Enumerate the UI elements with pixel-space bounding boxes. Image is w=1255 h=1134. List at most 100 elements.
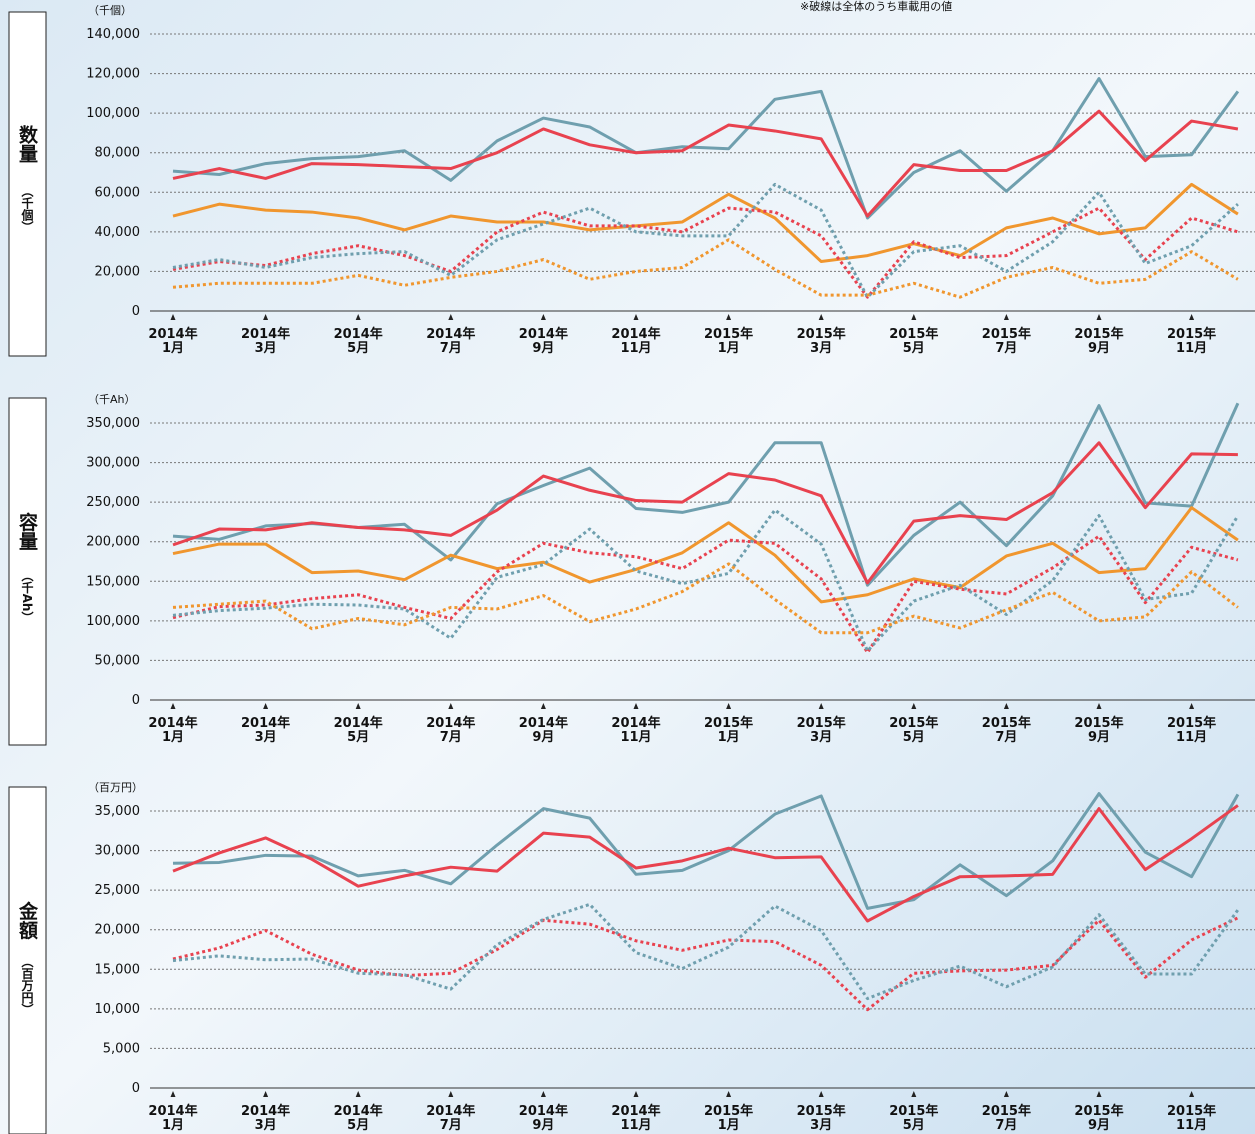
y-tick-label: 50,000 bbox=[95, 653, 141, 668]
x-tick-label-year: 2015年 bbox=[889, 326, 938, 342]
y-axis-label: （百万円） bbox=[88, 781, 143, 794]
x-tick-label-month: 5月 bbox=[347, 341, 369, 356]
x-tick-label-year: 2015年 bbox=[1074, 326, 1123, 342]
x-tick-label-year: 2014年 bbox=[241, 1103, 290, 1119]
y-tick-label: 140,000 bbox=[86, 27, 140, 42]
x-tick-label-month: 5月 bbox=[903, 730, 925, 745]
x-tick-label-year: 2014年 bbox=[519, 1103, 568, 1119]
x-tick-label-year: 2015年 bbox=[797, 326, 846, 342]
y-tick-label: 20,000 bbox=[95, 923, 141, 938]
x-tick-label-month: 11月 bbox=[1176, 1118, 1207, 1133]
x-tick-label-month: 7月 bbox=[995, 341, 1017, 356]
y-tick-label: 80,000 bbox=[95, 146, 141, 161]
x-tick-label-month: 7月 bbox=[995, 1118, 1017, 1133]
y-tick-label: 30,000 bbox=[95, 844, 141, 859]
x-tick-label-month: 7月 bbox=[440, 341, 462, 356]
x-tick-label-year: 2014年 bbox=[148, 326, 197, 342]
x-tick-label-year: 2014年 bbox=[519, 715, 568, 731]
y-tick-label: 35,000 bbox=[95, 804, 141, 819]
x-tick-label-year: 2015年 bbox=[1167, 326, 1216, 342]
x-tick-label-month: 7月 bbox=[995, 730, 1017, 745]
x-tick-label-month: 3月 bbox=[255, 730, 277, 745]
x-tick-label-month: 5月 bbox=[903, 1118, 925, 1133]
background bbox=[0, 0, 1255, 1134]
y-tick-label: 5,000 bbox=[103, 1041, 140, 1056]
x-tick-label-year: 2015年 bbox=[797, 1103, 846, 1119]
side-title: 容量 bbox=[16, 511, 38, 550]
x-tick-label-year: 2014年 bbox=[148, 715, 197, 731]
x-tick-label-year: 2015年 bbox=[1074, 1103, 1123, 1119]
x-tick-label-month: 7月 bbox=[440, 1118, 462, 1133]
x-tick-label-year: 2015年 bbox=[797, 715, 846, 731]
x-tick-label-year: 2015年 bbox=[889, 1103, 938, 1119]
x-tick-label-month: 9月 bbox=[532, 341, 554, 356]
x-tick-label-year: 2014年 bbox=[611, 715, 660, 731]
x-tick-label-month: 1月 bbox=[162, 341, 184, 356]
x-tick-label-month: 11月 bbox=[620, 341, 651, 356]
x-tick-label-month: 9月 bbox=[532, 730, 554, 745]
x-tick-label-month: 1月 bbox=[718, 730, 740, 745]
note: ※破線は全体のうち車載用の値 bbox=[800, 0, 952, 13]
side-title: 数量 bbox=[16, 124, 38, 163]
y-tick-label: 150,000 bbox=[86, 574, 140, 589]
x-tick-label-year: 2014年 bbox=[611, 326, 660, 342]
x-tick-label-month: 5月 bbox=[347, 1118, 369, 1133]
x-tick-label-year: 2015年 bbox=[982, 715, 1031, 731]
y-tick-label: 0 bbox=[132, 1081, 140, 1096]
y-tick-label: 20,000 bbox=[95, 264, 141, 279]
y-tick-label: 10,000 bbox=[95, 1002, 141, 1017]
x-tick-label-year: 2014年 bbox=[241, 326, 290, 342]
y-tick-label: 300,000 bbox=[86, 456, 140, 471]
x-tick-label-month: 9月 bbox=[532, 1118, 554, 1133]
side-unit: （百万円） bbox=[20, 956, 34, 1016]
x-tick-label-year: 2014年 bbox=[611, 1103, 660, 1119]
x-tick-label-month: 7月 bbox=[440, 730, 462, 745]
x-tick-label-month: 1月 bbox=[162, 1118, 184, 1133]
x-tick-label-year: 2014年 bbox=[241, 715, 290, 731]
x-tick-label-year: 2014年 bbox=[426, 326, 475, 342]
x-tick-label-year: 2015年 bbox=[1074, 715, 1123, 731]
x-tick-label-month: 1月 bbox=[718, 341, 740, 356]
x-tick-label-month: 9月 bbox=[1088, 1118, 1110, 1133]
x-tick-label-month: 5月 bbox=[903, 341, 925, 356]
side-unit: （千個） bbox=[20, 185, 34, 233]
x-tick-label-year: 2014年 bbox=[334, 1103, 383, 1119]
x-tick-label-year: 2015年 bbox=[982, 1103, 1031, 1119]
y-axis-label: （千個） bbox=[88, 4, 132, 17]
x-tick-label-year: 2014年 bbox=[426, 715, 475, 731]
x-tick-label-year: 2014年 bbox=[426, 1103, 475, 1119]
y-tick-label: 100,000 bbox=[86, 106, 140, 121]
y-tick-label: 200,000 bbox=[86, 535, 140, 550]
x-tick-label-month: 5月 bbox=[347, 730, 369, 745]
y-tick-label: 60,000 bbox=[95, 185, 141, 200]
x-tick-label-year: 2014年 bbox=[334, 326, 383, 342]
x-tick-label-year: 2015年 bbox=[1167, 1103, 1216, 1119]
x-tick-label-year: 2015年 bbox=[889, 715, 938, 731]
x-tick-label-month: 11月 bbox=[1176, 730, 1207, 745]
x-tick-label-month: 3月 bbox=[255, 1118, 277, 1133]
y-tick-label: 25,000 bbox=[95, 883, 141, 898]
x-tick-label-year: 2015年 bbox=[704, 715, 753, 731]
x-tick-label-month: 9月 bbox=[1088, 341, 1110, 356]
x-tick-label-year: 2014年 bbox=[519, 326, 568, 342]
y-tick-label: 15,000 bbox=[95, 962, 141, 977]
x-tick-label-month: 11月 bbox=[620, 1118, 651, 1133]
x-tick-label-year: 2014年 bbox=[334, 715, 383, 731]
side-box bbox=[9, 12, 46, 356]
y-tick-label: 250,000 bbox=[86, 495, 140, 510]
x-tick-label-year: 2015年 bbox=[982, 326, 1031, 342]
y-tick-label: 100,000 bbox=[86, 614, 140, 629]
x-tick-label-month: 1月 bbox=[718, 1118, 740, 1133]
x-tick-label-month: 11月 bbox=[620, 730, 651, 745]
y-tick-label: 120,000 bbox=[86, 67, 140, 82]
x-tick-label-month: 11月 bbox=[1176, 341, 1207, 356]
y-axis-label: （千Ah） bbox=[88, 393, 136, 406]
x-tick-label-year: 2014年 bbox=[148, 1103, 197, 1119]
x-tick-label-year: 2015年 bbox=[704, 326, 753, 342]
y-tick-label: 0 bbox=[132, 304, 140, 319]
side-unit: （千Ah） bbox=[20, 570, 34, 624]
y-tick-label: 350,000 bbox=[86, 416, 140, 431]
x-tick-label-month: 1月 bbox=[162, 730, 184, 745]
x-tick-label-month: 3月 bbox=[810, 730, 832, 745]
y-tick-label: 0 bbox=[132, 693, 140, 708]
